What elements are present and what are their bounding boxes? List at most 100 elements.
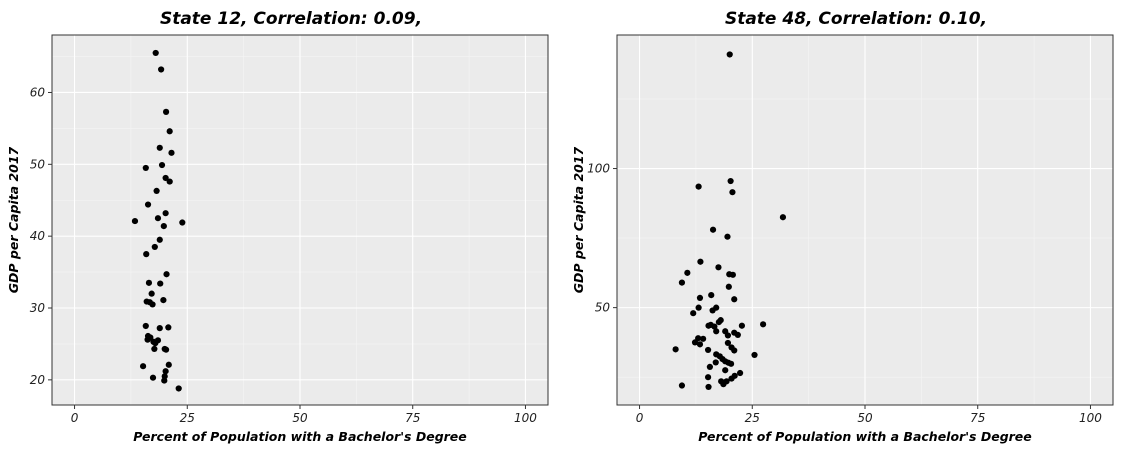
data-point: [684, 269, 691, 276]
data-point: [161, 377, 168, 384]
data-point: [131, 217, 139, 225]
data-point: [152, 49, 159, 57]
data-point: [715, 264, 722, 271]
data-point: [726, 51, 733, 58]
data-point: [149, 374, 157, 381]
x-tick-label: 0: [636, 411, 644, 425]
x-tick-label: 25: [180, 411, 195, 425]
data-point: [691, 339, 699, 346]
data-point: [678, 382, 686, 389]
y-tick-label: 30: [30, 301, 46, 315]
data-point: [152, 340, 159, 347]
data-point: [712, 359, 719, 366]
data-point: [705, 383, 712, 391]
data-point: [728, 375, 735, 382]
plot-border: [616, 34, 1114, 406]
data-point: [143, 251, 150, 258]
data-point: [151, 243, 158, 251]
x-tick-label: 75: [405, 411, 420, 425]
data-point: [153, 187, 160, 195]
data-point: [734, 331, 741, 338]
data-point: [139, 363, 147, 370]
data-point: [162, 210, 169, 217]
data-point: [166, 128, 173, 135]
data-point: [156, 144, 163, 151]
data-point: [724, 233, 731, 240]
data-point: [705, 322, 712, 329]
data-point: [144, 336, 151, 343]
data-point: [729, 271, 736, 278]
chart-panel-state-48: 0 25 50 75 100 50 100 State 48, Correlation: 0.…: [571, 9, 1114, 444]
y-tick-label: 20: [30, 373, 46, 387]
data-point: [724, 332, 732, 339]
data-point: [179, 219, 186, 226]
x-tick-label: 0: [71, 411, 79, 425]
data-point: [715, 318, 723, 326]
x-tick-label: 75: [970, 411, 985, 425]
data-point: [156, 325, 163, 332]
data-point: [163, 271, 170, 278]
data-point: [690, 310, 697, 317]
data-point: [162, 174, 169, 182]
data-point: [148, 290, 155, 297]
data-point: [704, 346, 712, 354]
data-point: [700, 335, 707, 342]
data-point: [725, 283, 732, 290]
data-point: [697, 258, 704, 265]
data-point: [704, 374, 712, 381]
plot-border: [51, 34, 549, 406]
x-tick-label: 100: [1079, 411, 1102, 425]
data-point: [738, 322, 746, 329]
y-axis-label: GDP per Capita 2017: [571, 146, 586, 293]
data-point: [160, 223, 167, 230]
data-point: [779, 214, 787, 221]
data-point: [759, 321, 767, 328]
data-point: [731, 347, 738, 354]
y-axis-label: GDP per Capita 2017: [6, 146, 21, 293]
data-point: [157, 280, 164, 287]
data-point: [696, 341, 704, 348]
data-point: [142, 164, 149, 172]
data-point: [711, 323, 718, 330]
data-point: [156, 236, 163, 243]
data-point: [158, 66, 165, 73]
data-point: [695, 183, 702, 190]
x-tick-label: 100: [514, 411, 537, 425]
data-point: [158, 161, 166, 169]
data-point: [151, 345, 158, 353]
data-point: [165, 361, 172, 368]
data-point: [144, 201, 152, 208]
y-tick-label: 40: [30, 229, 46, 243]
data-point: [166, 178, 173, 185]
data-point: [731, 296, 738, 303]
y-tick-label: 60: [30, 85, 46, 99]
data-point: [696, 294, 704, 301]
y-tick-label: 50: [30, 157, 46, 171]
data-point: [162, 368, 169, 375]
data-point: [751, 351, 758, 359]
data-point: [709, 226, 717, 233]
x-axis-label: Percent of Population with a Bachelor's …: [133, 429, 467, 444]
data-point: [165, 324, 172, 331]
data-point: [695, 304, 702, 311]
chart-panel-state-12: 0 25 50 75 100 20 30 40 50 60 State 12, Correlatio…: [6, 9, 549, 444]
x-tick-label: 50: [292, 411, 308, 425]
data-point: [672, 346, 679, 353]
y-tick-label: 50: [595, 301, 611, 315]
data-point: [709, 307, 716, 314]
data-point: [678, 279, 686, 286]
x-tick-label: 25: [745, 411, 760, 425]
chart-title: State 48, Correlation: 0.10,: [725, 9, 987, 29]
data-point: [727, 360, 735, 367]
chart-title: State 12, Correlation: 0.09,: [160, 9, 422, 29]
data-point: [162, 108, 170, 115]
y-tick-label: 100: [587, 162, 610, 176]
x-axis-label: Percent of Population with a Bachelor's …: [698, 429, 1032, 444]
data-point: [149, 301, 156, 308]
data-point: [154, 215, 162, 222]
data-point: [162, 346, 170, 353]
data-point: [168, 149, 175, 156]
data-point: [160, 297, 167, 304]
data-point: [713, 328, 720, 335]
